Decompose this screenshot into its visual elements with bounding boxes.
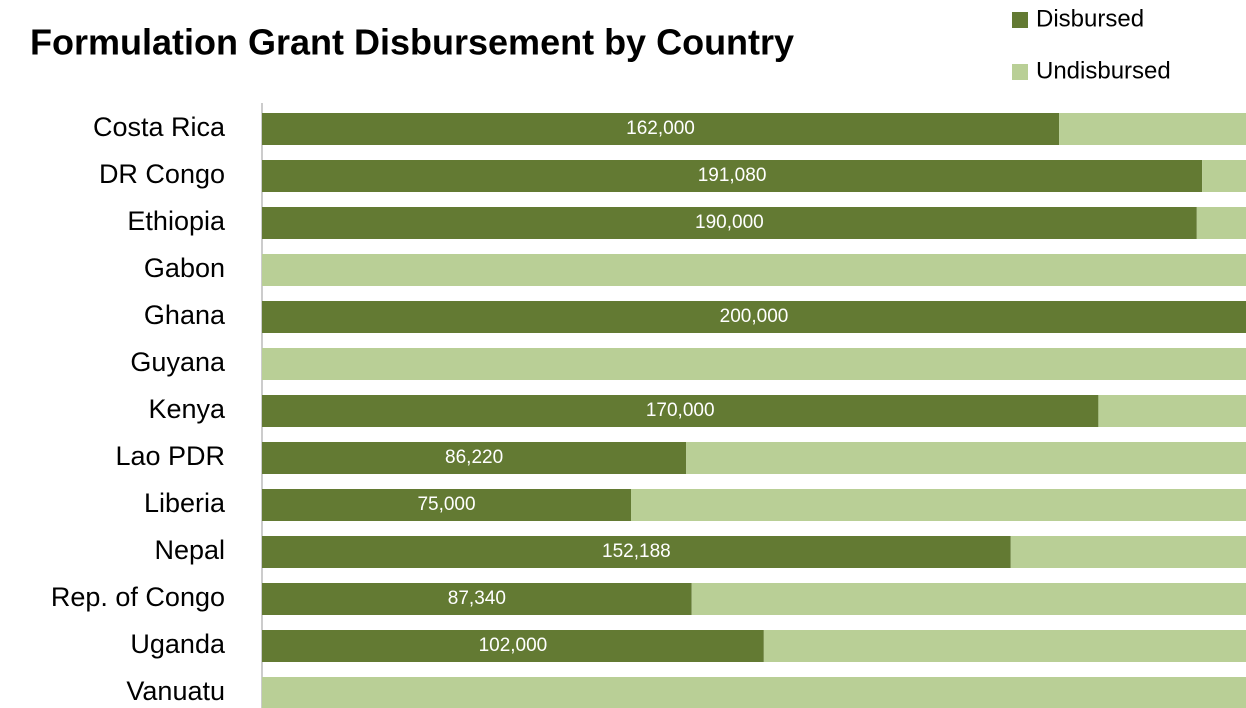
bar-segment (262, 442, 687, 474)
bar-segment (262, 207, 1197, 239)
bar-segment (262, 583, 692, 615)
bar-segment (262, 536, 1011, 568)
bar-segment (262, 677, 1246, 708)
data-label: 152,188 (602, 541, 671, 562)
bar-segment (1196, 207, 1246, 239)
bar-segment (262, 348, 1246, 380)
y-tick-label: Uganda (130, 629, 226, 659)
bar-segment (1059, 113, 1246, 145)
bar-segment (262, 160, 1203, 192)
legend-swatch (1012, 64, 1028, 80)
data-label: 86,220 (445, 447, 503, 468)
bar-segment (262, 113, 1060, 145)
y-tick-label: Rep. of Congo (51, 582, 225, 612)
legend-label: Disbursed (1036, 5, 1144, 32)
bar-segment (1098, 395, 1246, 427)
bar-segment (1010, 536, 1246, 568)
bar-segment (262, 630, 764, 662)
bar-segment (1202, 160, 1246, 192)
y-tick-label: Lao PDR (115, 441, 225, 471)
data-label: 162,000 (626, 118, 695, 139)
bar-segment (691, 583, 1246, 615)
y-tick-label: Ethiopia (127, 206, 226, 236)
y-tick-label: Gabon (144, 253, 225, 283)
chart-title: Formulation Grant Disbursement by Countr… (30, 22, 794, 63)
data-label: 102,000 (479, 635, 548, 656)
y-tick-label: Vanuatu (126, 676, 225, 706)
bar-segment (686, 442, 1246, 474)
bar-segment (262, 489, 631, 521)
data-label: 191,080 (698, 165, 767, 186)
data-label: 87,340 (448, 588, 506, 609)
data-label: 75,000 (417, 494, 475, 515)
legend-label: Undisbursed (1036, 57, 1171, 84)
y-tick-label: Ghana (144, 300, 226, 330)
y-tick-label: Costa Rica (93, 112, 226, 142)
bar-segment (262, 395, 1099, 427)
bar-segment (262, 301, 1246, 333)
y-tick-label: Liberia (144, 488, 226, 518)
y-tick-label: Kenya (148, 394, 226, 424)
y-tick-label: Guyana (130, 347, 226, 377)
bar-segment (262, 254, 1246, 286)
data-label: 190,000 (695, 212, 764, 233)
data-label: 170,000 (646, 400, 715, 421)
legend-swatch (1012, 12, 1028, 28)
y-tick-label: DR Congo (99, 159, 225, 189)
bar-segment (631, 489, 1246, 521)
data-label: 200,000 (720, 306, 789, 327)
bar-segment (763, 630, 1246, 662)
y-tick-label: Nepal (154, 535, 225, 565)
